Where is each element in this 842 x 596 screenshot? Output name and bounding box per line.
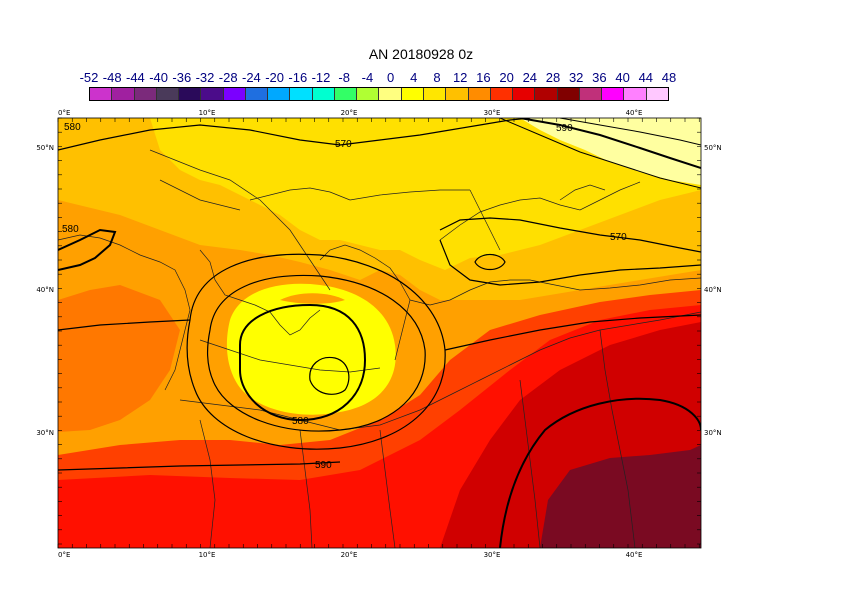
contour-label: 580 [64,122,81,133]
lat-label: 40°N [36,286,54,294]
colorbar-swatch [201,88,224,100]
colorbar-swatch [134,88,157,100]
lon-label: 0°E [58,109,70,117]
lon-label: 10°E [199,109,216,117]
colorbar-swatch [290,88,313,100]
colorbar-swatch [401,88,424,100]
lat-label: 30°N [36,429,54,437]
lat-label: 50°N [704,144,722,152]
colorbar-tick-label: 0 [386,70,395,85]
colorbar-tick-label: 48 [661,70,677,85]
contour-label: 580 [62,224,79,235]
lat-labels-right: 50°N 40°N 30°N [704,144,722,437]
contour-label: 570 [335,139,352,150]
colorbar-tick-label: -4 [361,70,374,85]
contour-labels: 580 570 590 580 570 580 590 [62,122,627,471]
map-fill-layer [58,118,701,548]
contour-label: 590 [556,123,573,134]
colorbar-tick-label: -32 [195,70,215,85]
colorbar-swatch [357,88,380,100]
lon-label: 10°E [199,551,216,559]
colorbar-tick-label: 20 [499,70,514,85]
colorbar-tick-label: -28 [218,70,238,85]
colorbar-tick-label: -36 [172,70,192,85]
lon-label: 30°E [484,551,501,559]
lon-label: 40°E [626,109,643,117]
colorbar-swatch [513,88,536,100]
colorbar-tick-label: -44 [125,70,145,85]
colorbar-tick-label: 16 [476,70,491,85]
colorbar-swatch [90,88,113,100]
colorbar-tick-label: 32 [568,70,584,85]
axis-ticks [57,117,701,548]
contour-label: 580 [292,416,309,427]
low-center-orange-ring [280,293,345,304]
lat-label: 40°N [704,286,722,294]
map-frame [57,117,702,549]
colorbar-swatch [490,88,514,100]
lon-label: 40°E [626,551,643,559]
colorbar-tick-label: -12 [311,70,331,85]
colorbar-tick-label: -20 [265,70,284,85]
colorbar-tick-label: -24 [241,70,261,85]
lat-label: 30°N [704,429,722,437]
colorbar-swatch [468,88,491,100]
colorbar-swatch [535,88,558,100]
low-center-yellow [226,283,396,415]
height-contours [58,118,701,548]
lon-label: 30°E [484,109,501,117]
colorbar-tick-label: 40 [615,70,630,85]
colorbar-tick-label: -48 [102,70,122,85]
lon-label: 20°E [341,551,358,559]
colorbar-tick-label: 8 [433,70,441,85]
contour-label: 590 [315,460,332,471]
lon-labels-bottom: 0°E 10°E 20°E 30°E 40°E [58,551,642,559]
colorbar-swatch [557,88,580,100]
colorbar-tick-label: -52 [79,70,99,85]
colorbar-swatch [624,88,647,100]
colorbar-tick-label: 28 [545,70,561,85]
colorbar-tick-label: -8 [338,70,350,85]
colorbar-swatch [334,88,358,100]
colorbar-swatch [602,88,625,100]
colorbar-swatch [223,88,246,100]
lon-labels-top: 0°E 10°E 20°E 30°E 40°E [58,109,642,117]
colorbar-swatch [268,88,291,100]
colorbar-swatch [646,88,668,100]
lon-label: 0°E [58,551,70,559]
colorbar-tick-label: 12 [452,70,468,85]
colorbar-swatch [579,88,603,100]
colorbar-tick-label: 24 [522,70,538,85]
colorbar-swatch [245,88,269,100]
colorbar-tick-label: 36 [592,70,607,85]
colorbar-swatch [312,88,335,100]
colorbar-tick-label: 4 [410,70,418,85]
southeast-maroon [540,445,701,548]
colorbar-swatch [112,88,135,100]
colorbar-swatch [156,88,180,100]
colorbar-tick-labels: -52 -48 -44 -40 -36 -32 -28 -24 -20 -16 -12 -8 -4 0 4 8… [76,70,686,86]
contour-label: 570 [610,232,627,243]
colorbar-swatch [179,88,202,100]
yellow-region [150,118,701,270]
colorbar-tick-label: -16 [288,70,308,85]
colorbar [89,87,669,101]
lon-label: 20°E [341,109,358,117]
lat-labels-left: 50°N 40°N 30°N [36,144,54,437]
colorbar-tick-label: 44 [638,70,654,85]
colorbar-swatch [446,88,469,100]
colorbar-tick-label: -40 [149,70,168,85]
colorbar-swatch [423,88,447,100]
map-title: AN 20180928 0z [368,46,474,62]
colorbar-swatch [379,88,402,100]
lat-label: 50°N [36,144,54,152]
